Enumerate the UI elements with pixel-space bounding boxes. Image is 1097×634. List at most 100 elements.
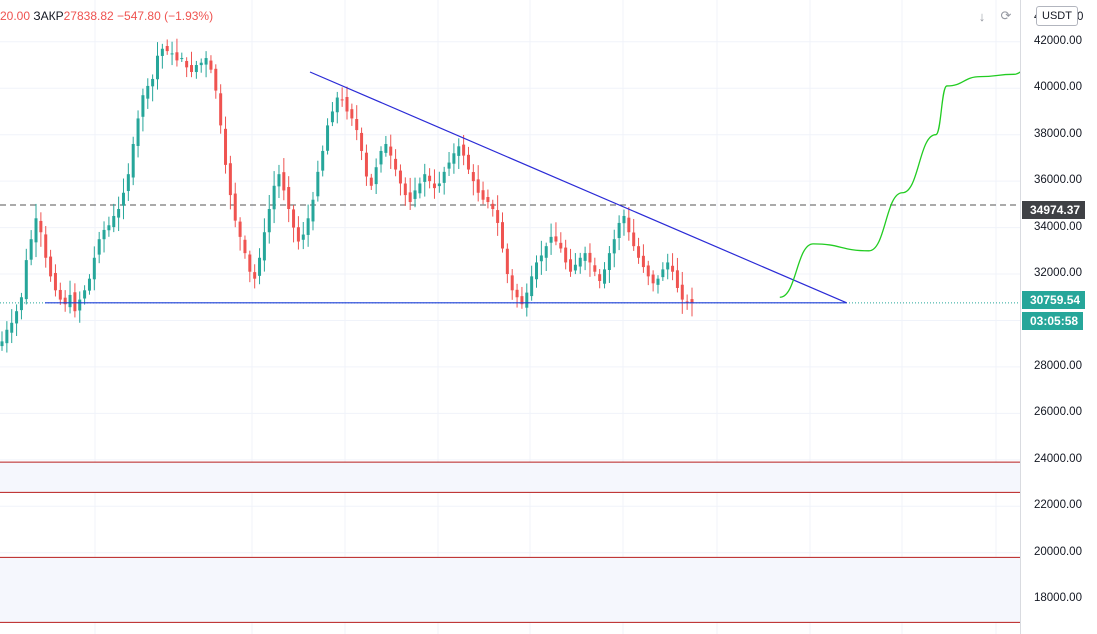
candle-body (10, 322, 14, 333)
candle-body (146, 85, 150, 99)
candle-body (549, 236, 553, 243)
candle-body (78, 299, 82, 311)
candle-body (690, 299, 694, 303)
candle-body (505, 248, 509, 275)
candle-body (583, 253, 587, 261)
candle-body (224, 128, 228, 165)
candle-body (15, 311, 19, 324)
candle-body (335, 97, 339, 113)
price-tick-label: 38000.00 (1034, 127, 1082, 140)
countdown-badge: 03:05:58 (1022, 312, 1084, 330)
candle-body (569, 259, 573, 272)
candle-body (360, 132, 364, 151)
last-price-badge: 30759.54 (1022, 291, 1086, 309)
candle-body (394, 158, 398, 170)
candle-body (253, 272, 257, 279)
candle-body (476, 179, 480, 193)
candle-body (437, 183, 441, 187)
candle-body (413, 190, 417, 199)
candle-body (296, 227, 300, 242)
candle-body (233, 193, 237, 221)
candle-body (598, 274, 602, 282)
price-tick-label: 40000.00 (1034, 81, 1082, 94)
price-tick-label: 24000.00 (1034, 452, 1082, 465)
candle-body (92, 257, 96, 280)
candle-body (151, 78, 155, 87)
candle-body (194, 65, 198, 73)
candle-body (165, 46, 169, 52)
candle-body (500, 222, 504, 249)
candle-body (175, 52, 179, 61)
candle-body (554, 236, 558, 242)
candle-body (398, 170, 402, 184)
price-tick-label: 34000.00 (1034, 220, 1082, 233)
candle-body (389, 146, 393, 156)
legend-prefix-value: 20.00 (0, 9, 31, 23)
candle-body (272, 185, 276, 210)
candle-body (277, 174, 281, 187)
legend-change-value: −547.80 (−1.93%) (117, 9, 214, 23)
candle-body (457, 146, 461, 156)
arrow-down-icon[interactable]: ↓ (978, 8, 986, 24)
candle-body (355, 119, 359, 131)
candle-body (155, 55, 159, 80)
candle-body (403, 183, 407, 196)
candle-body (190, 65, 194, 72)
candle-body (209, 60, 213, 70)
candle-body (345, 97, 349, 112)
candle-body (510, 275, 514, 291)
candle-body (326, 125, 330, 151)
candle-body (622, 215, 626, 224)
candle-body (141, 95, 145, 117)
candle-body (0, 341, 4, 347)
candle-body (5, 329, 9, 344)
candle-body (486, 197, 490, 203)
candle-body (432, 183, 436, 189)
candle-body (607, 253, 611, 271)
candle-body (214, 68, 218, 91)
zone-band (0, 462, 1020, 493)
candle-body (627, 217, 631, 233)
candle-body (199, 62, 203, 66)
candle-body (578, 257, 582, 267)
candle-body (68, 294, 72, 308)
candle-body (612, 239, 616, 254)
candle-body (311, 199, 315, 222)
chart-toolbar: ↓ ⟳ (972, 6, 1016, 26)
candle-body (364, 152, 368, 177)
candle-body (292, 209, 296, 228)
candle-body (160, 48, 164, 56)
candle-body (126, 174, 130, 192)
candle-body (204, 58, 208, 65)
candle-body (632, 232, 636, 247)
candle-body (121, 192, 125, 206)
candle-body (675, 270, 679, 288)
candle-body (452, 153, 456, 164)
candle-body (641, 255, 645, 268)
candle-body (282, 172, 286, 191)
candle-body (680, 284, 684, 300)
candle-body (258, 257, 262, 276)
candle-body (603, 269, 607, 284)
candle-body (466, 154, 470, 170)
price-tick-label: 20000.00 (1034, 545, 1082, 558)
candle-body (685, 301, 689, 303)
candle-body (471, 172, 475, 182)
candle-body (646, 265, 650, 277)
currency-button[interactable]: USDT (1036, 6, 1078, 26)
candle-body (267, 209, 271, 233)
candle-body (651, 274, 655, 284)
candle-body (97, 239, 101, 255)
restore-icon[interactable]: ⟳ (1000, 8, 1012, 23)
price-scale[interactable]: 42000.00 40000.00 38000.00 36000.00 34000.00… (1020, 0, 1097, 634)
chart-area[interactable] (0, 0, 1020, 634)
candle-body (379, 150, 383, 165)
candle-body (316, 171, 320, 197)
price-tick-label: 28000.00 (1034, 359, 1082, 372)
candle-body (19, 297, 23, 311)
candle-body (408, 192, 412, 203)
price-chart[interactable] (0, 0, 1020, 634)
price-tick-label: 18000.00 (1034, 592, 1082, 605)
candle-body (539, 255, 543, 262)
candle-body (573, 264, 577, 271)
